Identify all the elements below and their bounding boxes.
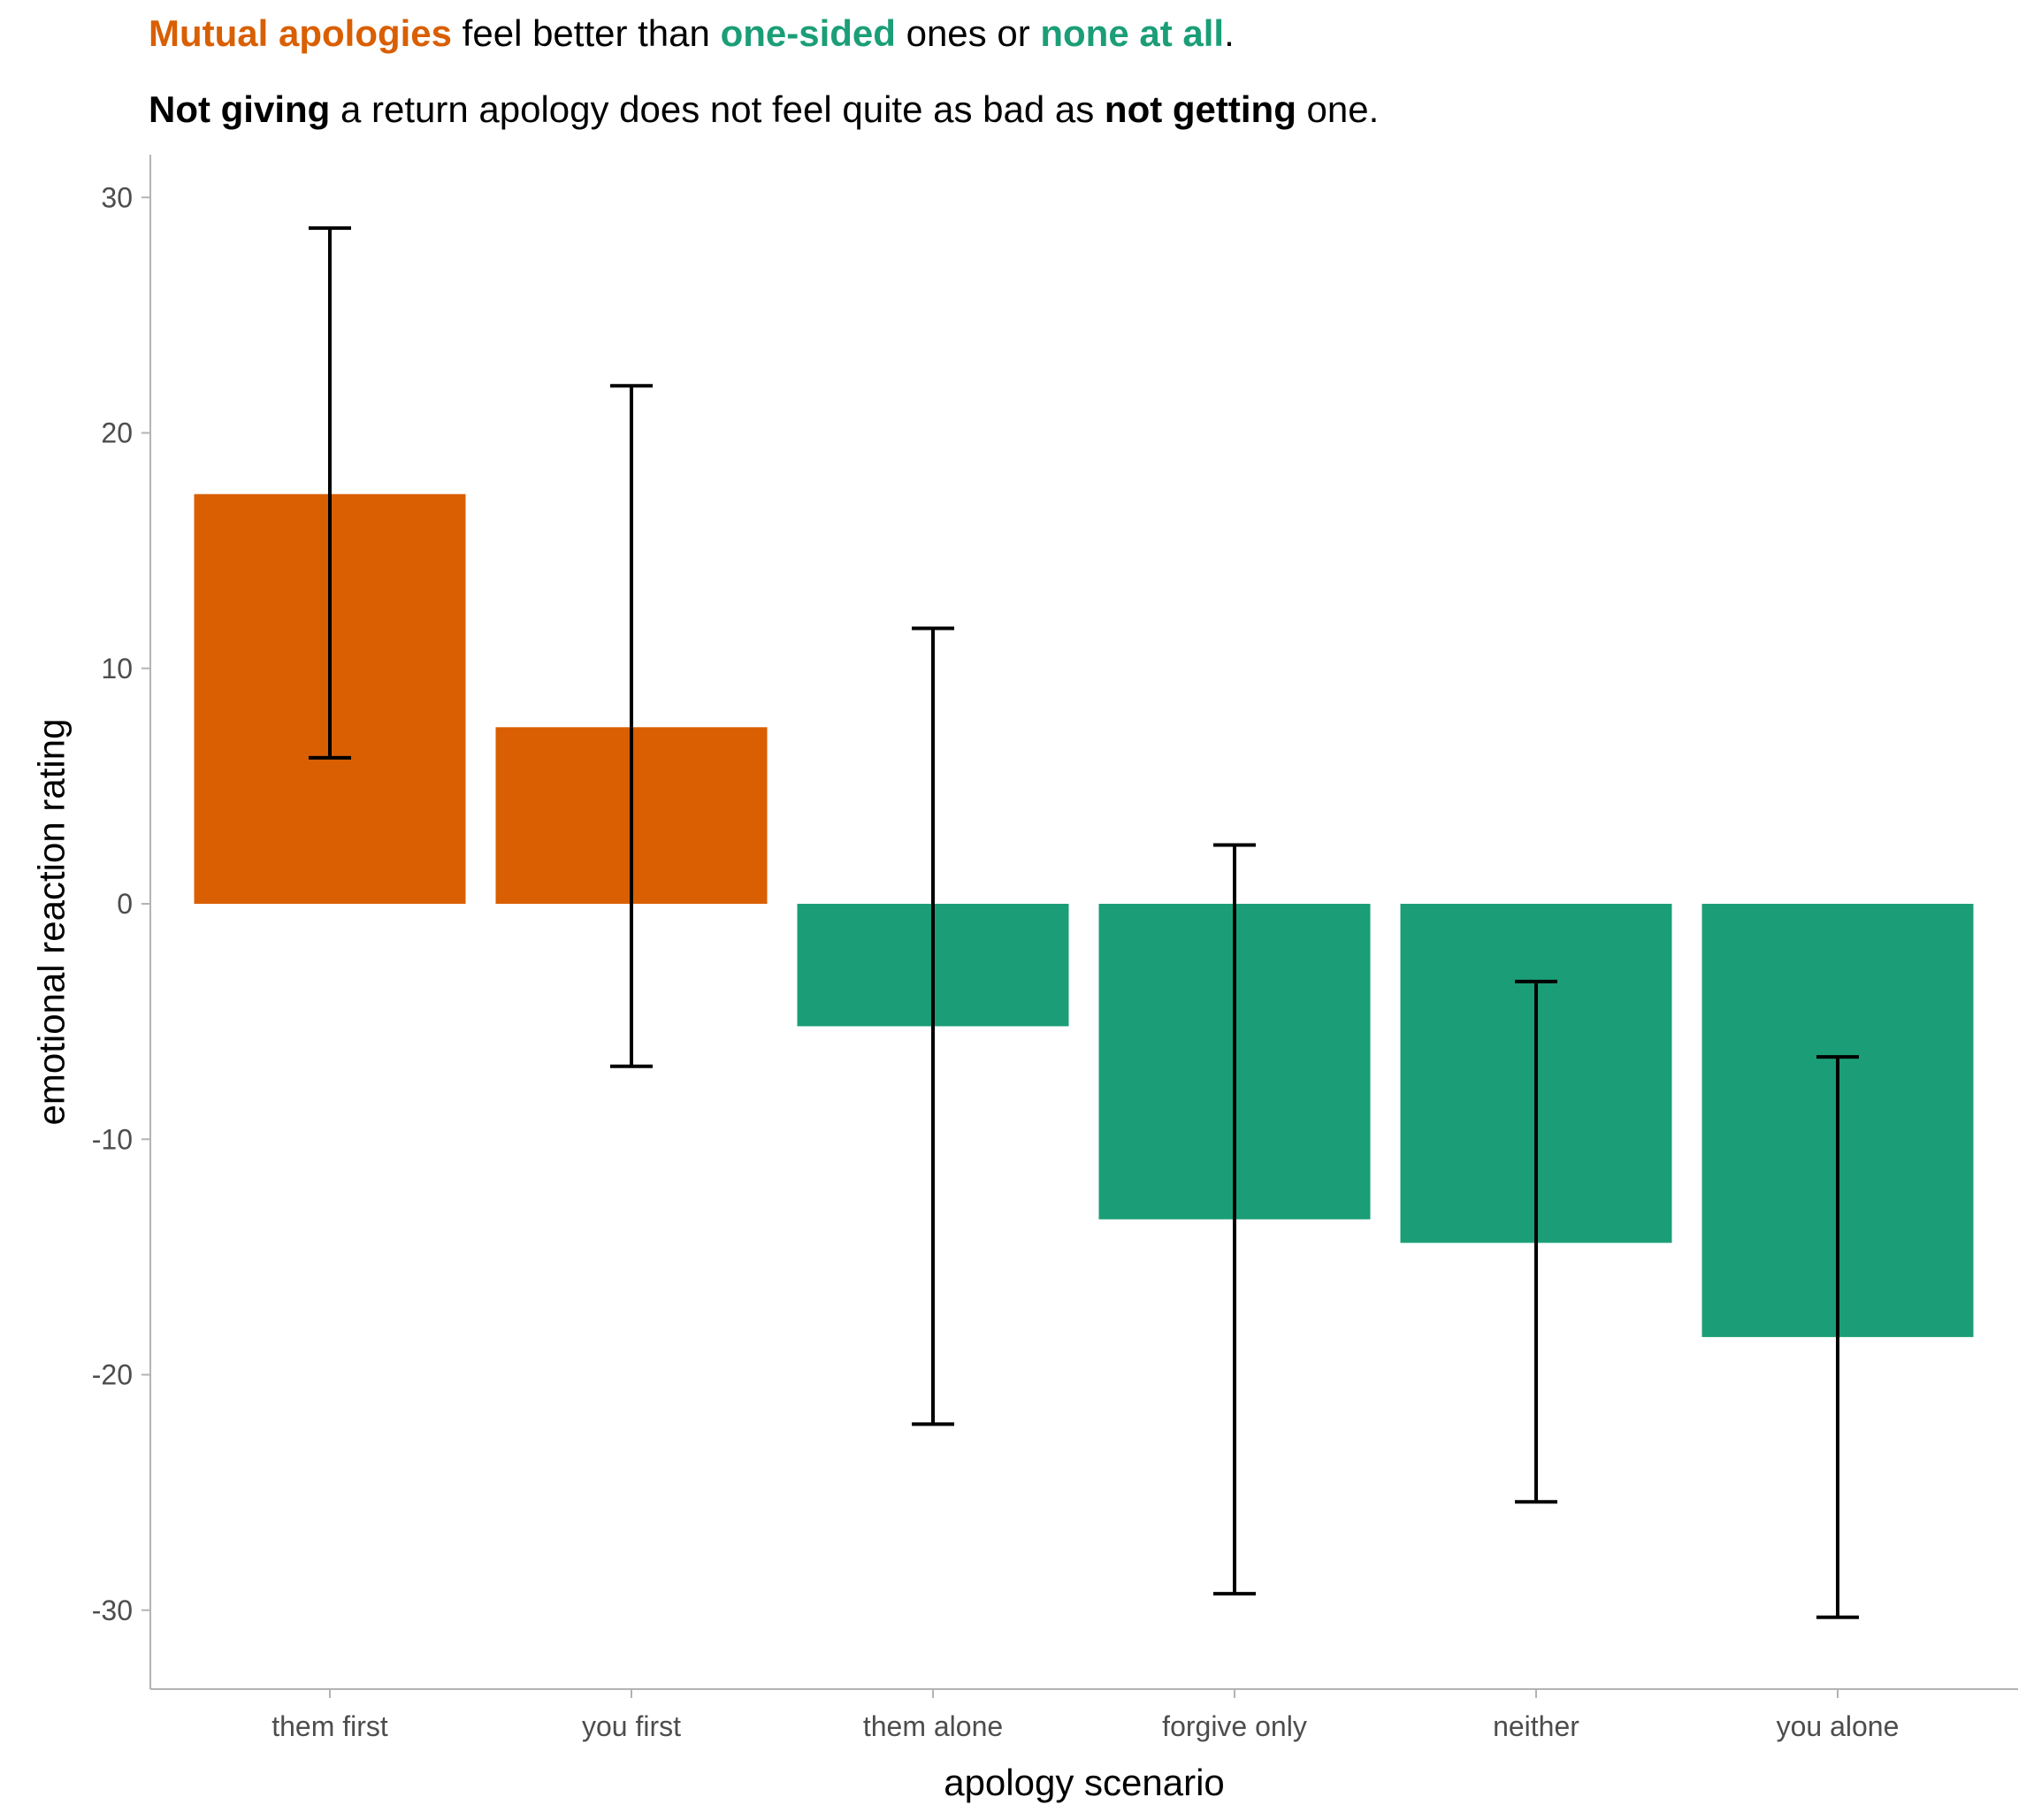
subtitle-text: ones or	[895, 12, 1041, 54]
error-bar-you-alone	[1816, 1055, 1859, 1619]
x-tick-label: them alone	[863, 1710, 1003, 1742]
y-tick-label: 20	[101, 417, 133, 449]
x-tick-label: neither	[1493, 1710, 1579, 1742]
error-bar-you-first	[610, 384, 653, 1068]
y-tick-label: -30	[92, 1594, 133, 1626]
error-bar-forgive-only	[1213, 843, 1256, 1596]
x-axis-title: apology scenario	[944, 1762, 1225, 1803]
y-tick-label: 30	[101, 181, 133, 213]
error-bar-them-alone	[912, 626, 954, 1426]
x-tick-label: them first	[271, 1710, 388, 1742]
subtitle-text: one.	[1296, 88, 1380, 130]
subtitle-text: feel better than	[452, 12, 721, 54]
x-tick-label: you alone	[1777, 1710, 1900, 1742]
y-tick-label: -20	[92, 1359, 133, 1391]
subtitle-line-2: Not giving a return apology does not fee…	[149, 88, 1379, 131]
subtitle-mutual-apologies: Mutual apologies	[149, 12, 453, 54]
x-tick-label: you first	[582, 1710, 681, 1742]
subtitle-text: .	[1224, 12, 1235, 54]
y-tick-label: 0	[117, 888, 133, 920]
x-tick-label: forgive only	[1162, 1710, 1307, 1742]
error-bar-neither	[1515, 979, 1557, 1504]
error-bar-them-first	[309, 226, 351, 760]
subtitle-text: a return apology does not feel quite as …	[330, 88, 1105, 130]
y-axis-title: emotional reaction rating	[31, 719, 73, 1126]
subtitle-not-getting: not getting	[1104, 88, 1296, 130]
subtitle-none-at-all: none at all	[1040, 12, 1225, 54]
errorbars-layer	[309, 226, 1859, 1619]
subtitle-one-sided: one-sided	[720, 12, 896, 54]
subtitle-line-1: Mutual apologies feel better than one-si…	[149, 12, 1235, 55]
bars-layer	[194, 493, 1974, 1337]
y-tick-label: 10	[101, 653, 133, 684]
y-tick-label: -10	[92, 1123, 133, 1155]
axes-layer: 30 20 10 0 -10 -20 -30 them first you first them …	[92, 155, 2018, 1742]
subtitle-not-giving: Not giving	[149, 88, 331, 130]
